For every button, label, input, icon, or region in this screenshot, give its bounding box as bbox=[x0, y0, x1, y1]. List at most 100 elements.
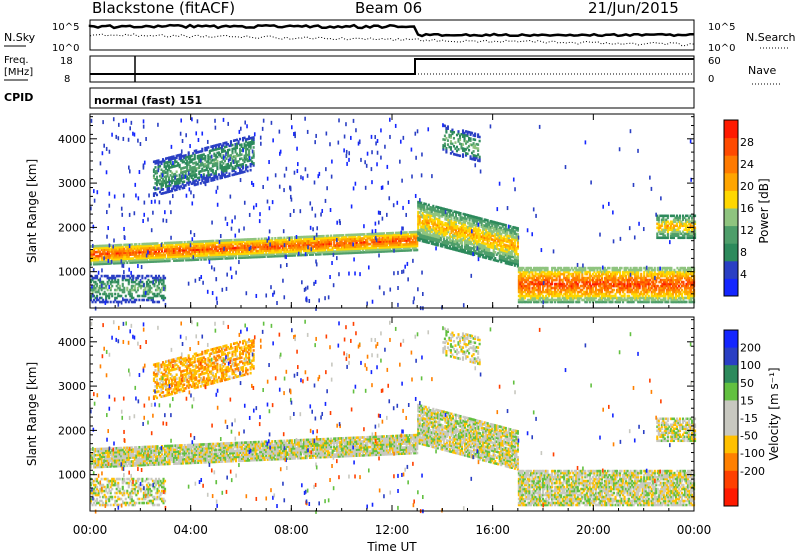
power-cell bbox=[385, 234, 389, 237]
power-cell bbox=[263, 243, 266, 247]
power-cell bbox=[266, 247, 269, 250]
power-cell bbox=[231, 151, 234, 155]
power-cell bbox=[445, 226, 448, 229]
power-cell bbox=[512, 243, 515, 247]
power-cell bbox=[298, 235, 301, 239]
power-cell bbox=[115, 247, 118, 251]
power-cell bbox=[438, 216, 441, 219]
power-cell bbox=[546, 276, 549, 280]
power-cell bbox=[99, 246, 102, 250]
power-cell bbox=[492, 258, 495, 262]
power-cell bbox=[102, 258, 105, 262]
power-cell bbox=[430, 214, 433, 217]
power-cell bbox=[557, 268, 560, 272]
power-cell bbox=[532, 300, 536, 304]
power-cell bbox=[424, 220, 427, 224]
power-cell bbox=[274, 240, 277, 244]
power-cell bbox=[370, 238, 373, 242]
power-cell bbox=[247, 240, 250, 243]
power-cell bbox=[393, 245, 396, 249]
power-cell bbox=[590, 286, 593, 290]
power-cell bbox=[228, 250, 232, 254]
power-cell bbox=[498, 252, 501, 255]
power-cell bbox=[244, 256, 247, 259]
power-cell bbox=[204, 162, 207, 166]
power-cell bbox=[172, 157, 175, 160]
power-cell bbox=[248, 238, 251, 241]
power-cell bbox=[615, 278, 619, 282]
power-cell bbox=[187, 179, 190, 182]
power-cell bbox=[519, 284, 522, 288]
power-cell bbox=[244, 246, 247, 249]
power-cell bbox=[159, 254, 162, 257]
power-cell bbox=[603, 294, 607, 298]
power-cell bbox=[133, 261, 136, 264]
power-cell bbox=[489, 229, 492, 233]
power-cell bbox=[617, 298, 620, 302]
power-cell bbox=[482, 233, 485, 237]
power-cell bbox=[214, 144, 217, 147]
power-cell bbox=[298, 247, 301, 251]
power-cell bbox=[121, 247, 124, 251]
power-cell bbox=[491, 230, 494, 233]
power-cell bbox=[186, 252, 189, 256]
power-cell bbox=[327, 244, 330, 248]
power-cell bbox=[219, 247, 222, 250]
power-cell bbox=[234, 146, 237, 150]
power-cell bbox=[213, 160, 216, 164]
power-cell bbox=[384, 246, 387, 249]
power-cell bbox=[432, 212, 435, 216]
power-cell bbox=[201, 256, 204, 259]
power-cell bbox=[474, 229, 477, 233]
power-cell bbox=[376, 242, 380, 246]
power-cell bbox=[109, 256, 112, 259]
power-cell bbox=[466, 237, 470, 241]
power-cell bbox=[106, 250, 109, 253]
power-cell bbox=[492, 250, 495, 254]
power-cell bbox=[477, 230, 480, 234]
power-cell bbox=[305, 245, 309, 249]
power-cell bbox=[482, 241, 485, 245]
power-cell bbox=[385, 232, 389, 235]
power-cell bbox=[385, 238, 389, 241]
power-cell bbox=[180, 185, 183, 188]
power-cell bbox=[587, 270, 590, 274]
power-cell bbox=[281, 244, 284, 248]
power-cell bbox=[234, 148, 237, 152]
power-cell bbox=[622, 272, 625, 276]
power-cell bbox=[523, 300, 526, 304]
power-cell bbox=[286, 236, 289, 240]
power-cell bbox=[436, 235, 439, 239]
power-cell bbox=[207, 176, 210, 179]
power-cell bbox=[280, 244, 283, 248]
power-cell bbox=[163, 249, 167, 253]
power-cell bbox=[477, 234, 480, 238]
power-cell bbox=[222, 166, 225, 169]
power-cell bbox=[463, 221, 467, 224]
power-cell bbox=[259, 255, 262, 259]
power-cell bbox=[384, 248, 387, 251]
power-cell bbox=[245, 154, 248, 157]
power-cell bbox=[198, 256, 201, 259]
power-cell bbox=[516, 229, 519, 232]
power-cell bbox=[214, 154, 217, 157]
power-cell bbox=[519, 278, 522, 282]
power-cell bbox=[470, 246, 473, 250]
power-cell bbox=[381, 250, 384, 253]
power-cell bbox=[337, 236, 340, 239]
power-cell bbox=[474, 219, 477, 223]
power-cell bbox=[488, 243, 491, 247]
power-cell bbox=[253, 247, 256, 251]
power-cell bbox=[596, 270, 599, 274]
power-cell bbox=[211, 170, 214, 174]
power-cell bbox=[593, 268, 596, 272]
power-cell bbox=[546, 278, 549, 282]
power-cell bbox=[364, 240, 367, 244]
power-cell bbox=[429, 229, 432, 233]
power-cell bbox=[535, 294, 539, 298]
power-cell bbox=[558, 266, 561, 270]
power-cell bbox=[451, 223, 455, 227]
power-cell bbox=[234, 154, 237, 158]
power-cell bbox=[304, 243, 307, 247]
power-cell bbox=[435, 205, 438, 209]
